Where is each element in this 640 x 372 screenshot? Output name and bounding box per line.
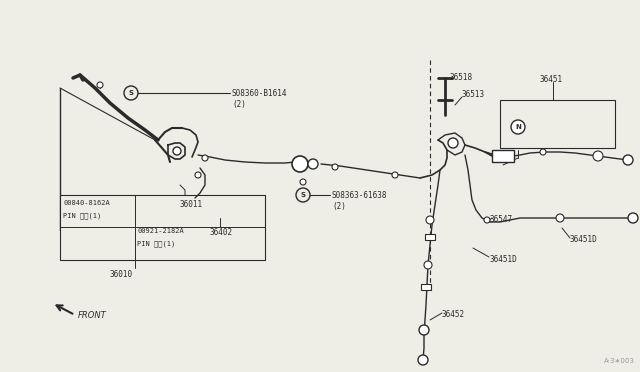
Circle shape [124,86,138,100]
Circle shape [540,149,546,155]
Circle shape [484,217,490,223]
Circle shape [623,155,633,165]
Circle shape [424,261,432,269]
Text: S08363-61638: S08363-61638 [332,191,387,200]
Circle shape [419,325,429,335]
Text: 36452: 36452 [442,310,465,319]
Bar [492,150,514,162]
Text: 00840-8162A: 00840-8162A [63,200,109,206]
Text: 36451: 36451 [540,75,563,84]
Text: S: S [129,90,134,96]
Text: S: S [301,192,305,198]
Circle shape [97,82,103,88]
Bar [500,100,615,148]
Circle shape [296,188,310,202]
Circle shape [511,120,525,134]
Text: 36402: 36402 [210,228,233,237]
Text: (2): (2) [332,202,346,211]
Text: 36451D: 36451D [490,255,518,264]
Circle shape [202,155,208,161]
Text: 36547: 36547 [490,215,513,224]
Text: FRONT: FRONT [78,311,107,321]
Circle shape [628,213,638,223]
Circle shape [195,172,201,178]
Text: S08360-B1614: S08360-B1614 [232,89,287,98]
Circle shape [418,355,428,365]
Circle shape [556,214,564,222]
Bar [60,195,265,260]
Text: 36011: 36011 [180,200,203,209]
Text: N: N [515,124,521,130]
Text: (1): (1) [528,130,541,137]
Circle shape [332,164,338,170]
Circle shape [308,159,318,169]
Text: 36451D: 36451D [570,235,598,244]
Circle shape [593,151,603,161]
Circle shape [426,216,434,224]
Bar [421,284,431,290]
Text: 36010: 36010 [110,270,133,279]
Bar [425,234,435,240]
Text: PIN ピン(1): PIN ピン(1) [63,212,101,219]
Circle shape [173,147,181,155]
Circle shape [292,156,308,172]
Text: 36513: 36513 [462,90,485,99]
Text: A·3∗003: A·3∗003 [604,358,635,364]
Text: PIN ピン(1): PIN ピン(1) [137,240,175,247]
Text: N08911-30610: N08911-30610 [528,118,579,124]
Text: 00921-2182A: 00921-2182A [137,228,184,234]
Circle shape [300,179,306,185]
Text: 36518: 36518 [450,73,473,82]
Circle shape [448,138,458,148]
Text: (2): (2) [232,100,246,109]
Circle shape [392,172,398,178]
